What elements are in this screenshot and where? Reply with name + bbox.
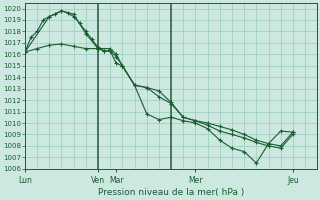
X-axis label: Pression niveau de la mer( hPa ): Pression niveau de la mer( hPa ) xyxy=(98,188,244,197)
